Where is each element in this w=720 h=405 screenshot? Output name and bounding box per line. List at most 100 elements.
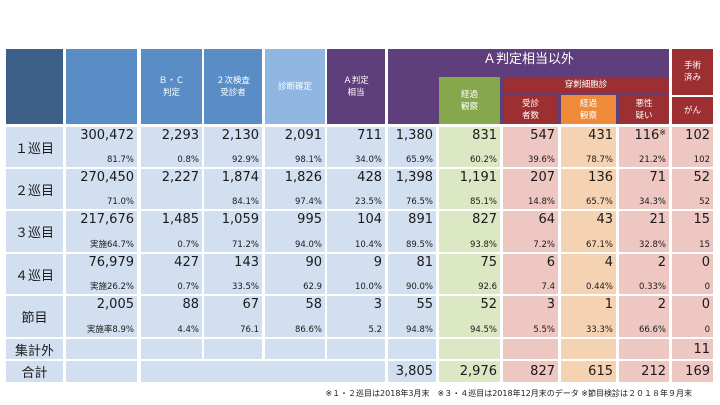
cell-secondary-value: 67 xyxy=(204,296,262,316)
cell-primary-value: 300,472 xyxy=(66,127,137,147)
cell-malignant-value: 21 xyxy=(619,211,669,231)
cell-cancer-value: 169 xyxy=(672,361,713,382)
cell-primary-rate: 71.0% xyxy=(66,189,137,209)
cell-secondary-rate: 76.1 xyxy=(204,316,262,337)
cell-empty xyxy=(327,339,385,359)
cell-empty xyxy=(561,339,616,359)
cell-empty xyxy=(388,339,436,359)
cell-empty xyxy=(141,361,385,382)
cell-diagnosis-value: 1,826 xyxy=(265,169,325,189)
cell-diagnosis-rate: 62.9 xyxy=(265,274,325,294)
cell-cancer-rate: 0 xyxy=(672,274,713,294)
cell-primary-value: 217,676 xyxy=(66,211,137,231)
cell-empty xyxy=(503,339,558,359)
cell-bc-value: 1,485 xyxy=(141,211,202,231)
cell-malignant-value: 212 xyxy=(619,361,669,382)
cell-primary-rate: 実施率8.9% xyxy=(66,316,137,337)
cell-malignant-value: 71 xyxy=(619,169,669,189)
cell-fna-observation-rate: 78.7% xyxy=(561,147,616,167)
header-bc: Ｂ・Ｃ 判定 xyxy=(141,49,202,124)
header-observation: 経過 観察 xyxy=(439,77,500,124)
cell-examinees-value: 6 xyxy=(503,254,558,274)
cell-a-judgment-rate: 10.0% xyxy=(327,274,385,294)
header-secondary: ２次検査 受診者 xyxy=(204,49,262,124)
cell-observation-rate: 60.2% xyxy=(439,147,500,167)
cell-malignant-rate: 34.3% xyxy=(619,189,669,209)
cell-observation-rate: 93.8% xyxy=(439,231,500,252)
cell-a-judgment-rate: 10.4% xyxy=(327,231,385,252)
header-diagnosis: 診断確定 xyxy=(265,49,325,124)
cell-empty xyxy=(619,339,669,359)
header-malignant: 悪性 疑い xyxy=(619,95,669,124)
cell-secondary-rate: 92.9% xyxy=(204,147,262,167)
row-label: １巡目 xyxy=(6,127,63,167)
cell-bc-value: 427 xyxy=(141,254,202,274)
cell-examinees-rate: 39.6% xyxy=(503,147,558,167)
cell-bc-rate: 0.8% xyxy=(141,147,202,167)
header-corner xyxy=(6,49,63,124)
row-label: ２巡目 xyxy=(6,169,63,209)
cell-empty xyxy=(204,339,262,359)
cell-observation-value: 75 xyxy=(439,254,500,274)
cell-cancer-rate: 52 xyxy=(672,189,713,209)
cell-a-judgment-rate: 23.5% xyxy=(327,189,385,209)
header-examinees: 受診 者数 xyxy=(503,95,558,124)
row-label: ４巡目 xyxy=(6,254,63,294)
cell-observation-value: 52 xyxy=(439,296,500,316)
cell-secondary-value: 1,874 xyxy=(204,169,262,189)
cell-non-a-value: 1,380 xyxy=(388,127,436,147)
cell-diagnosis-value: 90 xyxy=(265,254,325,274)
cell-cancer-value: 0 xyxy=(672,296,713,316)
cell-non-a-rate: 65.9% xyxy=(388,147,436,167)
cell-a-judgment-rate: 34.0% xyxy=(327,147,385,167)
cell-non-a-rate: 90.0% xyxy=(388,274,436,294)
cell-fna-observation-value: 43 xyxy=(561,211,616,231)
cell-primary-value: 270,450 xyxy=(66,169,137,189)
cell-cancer-value: 52 xyxy=(672,169,713,189)
cell-malignant-rate: 0.33% xyxy=(619,274,669,294)
cell-non-a-value: 3,805 xyxy=(388,361,436,382)
cell-observation-value: 831 xyxy=(439,127,500,147)
cell-bc-rate: 0.7% xyxy=(141,231,202,252)
header-a-judgment: Ａ判定 相当 xyxy=(327,49,385,124)
cell-secondary-rate: 84.1% xyxy=(204,189,262,209)
cell-bc-rate: 0.7% xyxy=(141,274,202,294)
cell-non-a-rate: 76.5% xyxy=(388,189,436,209)
cell-primary-value: 2,005 xyxy=(66,296,137,316)
cell-malignant-rate: 66.6% xyxy=(619,316,669,337)
cell-cancer-rate: 15 xyxy=(672,231,713,252)
cell-cancer-value: 15 xyxy=(672,211,713,231)
cell-bc-value: 2,227 xyxy=(141,169,202,189)
cell-fna-observation-value: 615 xyxy=(561,361,616,382)
cell-bc-value: 2,293 xyxy=(141,127,202,147)
cell-diagnosis-rate: 94.0% xyxy=(265,231,325,252)
header-fna: 穿刺細胞診 xyxy=(503,77,669,93)
cell-a-judgment-rate: 5.2 xyxy=(327,316,385,337)
header-fna-observation: 経過 観察 xyxy=(561,95,616,124)
cell-diagnosis-value: 58 xyxy=(265,296,325,316)
cell-malignant-value: 116 ※ xyxy=(619,127,669,147)
cell-observation-value: 827 xyxy=(439,211,500,231)
cell-observation-value: 1,191 xyxy=(439,169,500,189)
cell-fna-observation-value: 431 xyxy=(561,127,616,147)
cell-examinees-value: 547 xyxy=(503,127,558,147)
cell-a-judgment-value: 3 xyxy=(327,296,385,316)
cell-primary-rate: 実施64.7% xyxy=(66,231,137,252)
cell-fna-observation-rate: 67.1% xyxy=(561,231,616,252)
cell-observation-rate: 85.1% xyxy=(439,189,500,209)
row-label: 集計外 xyxy=(6,339,63,359)
cell-non-a-value: 81 xyxy=(388,254,436,274)
header-non-a-label: Ａ判定相当以外 xyxy=(482,52,574,67)
cell-cancer-value: 102 xyxy=(672,127,713,147)
cell-empty xyxy=(265,339,325,359)
cell-examinees-rate: 7.2% xyxy=(503,231,558,252)
cell-observation-rate: 92.6 xyxy=(439,274,500,294)
cell-non-a-rate: 89.5% xyxy=(388,231,436,252)
cell-primary-rate: 実施26.2% xyxy=(66,274,137,294)
cell-observation-rate: 94.5% xyxy=(439,316,500,337)
cell-bc-rate xyxy=(141,189,202,209)
header-cancer: がん xyxy=(672,97,713,124)
cell-non-a-rate: 94.8% xyxy=(388,316,436,337)
cell-fna-observation-rate: 0.44% xyxy=(561,274,616,294)
cell-secondary-value: 143 xyxy=(204,254,262,274)
